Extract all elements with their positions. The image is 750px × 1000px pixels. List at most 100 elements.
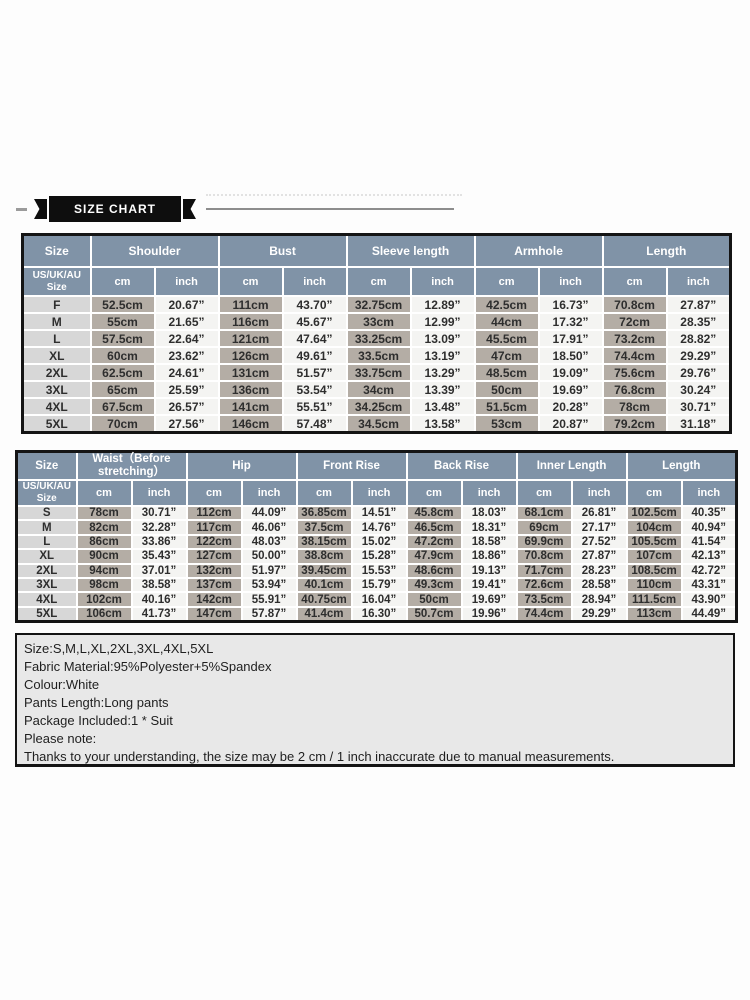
- inch-value-cell: 57.48”: [281, 414, 348, 434]
- cm-value-cell: 76.8cm: [601, 380, 668, 399]
- banner-rule-wrap: [206, 194, 462, 223]
- pants-table-header: Size Waist（Before stretching） Hip Front …: [15, 450, 738, 507]
- size-cell: 2XL: [15, 562, 78, 579]
- inch-value-cell: 53.54”: [281, 380, 348, 399]
- col-size: Size: [15, 450, 78, 481]
- banner-row: SIZE CHART: [16, 194, 462, 223]
- col-waist: Waist（Before stretching）: [75, 450, 188, 481]
- cm-value-cell: 127cm: [185, 548, 243, 565]
- tops-table-header: Size Shoulder Bust Sleeve length Armhole…: [21, 233, 732, 297]
- note-fabric-line: Fabric Material:95%Polyester+5%Spandex: [24, 659, 272, 674]
- table-row: L 86cm 33.86” 122cm 48.03” 38.15cm 15.02” 47.2c…: [15, 533, 738, 551]
- inch-value-cell: 24.61”: [153, 363, 220, 382]
- cm-value-cell: 73.2cm: [601, 329, 668, 348]
- cm-value-cell: 141cm: [217, 397, 284, 416]
- cm-value-cell: 33.5cm: [345, 346, 412, 365]
- cm-value-cell: 33.75cm: [345, 363, 412, 382]
- table-row: F 52.5cm 20.67” 111cm 43.70” 32.75cm 12.89” 42.…: [21, 295, 732, 314]
- inch-value-cell: 19.69”: [460, 591, 518, 608]
- cm-value-cell: 137cm: [185, 576, 243, 594]
- cm-value-cell: 48.5cm: [473, 363, 540, 382]
- inch-value-cell: 51.97”: [240, 562, 298, 579]
- inch-value-cell: 14.76”: [350, 519, 408, 536]
- note-disclaimer-line: Thanks to your understanding, the size m…: [24, 749, 615, 764]
- size-cell: 2XL: [21, 363, 92, 382]
- unit-cm-label: cm: [515, 479, 573, 507]
- inch-value-cell: 30.71”: [130, 504, 188, 522]
- inch-value-cell: 42.72”: [680, 562, 738, 579]
- inch-value-cell: 49.61”: [281, 346, 348, 365]
- size-cell: 5XL: [21, 414, 92, 434]
- cm-value-cell: 32.75cm: [345, 295, 412, 314]
- table-row: 5XL 70cm 27.56” 146cm 57.48” 34.5cm 13.58” 53cm…: [21, 414, 732, 434]
- cm-value-cell: 147cm: [185, 605, 243, 623]
- col-sleeve-length: Sleeve length: [345, 233, 476, 268]
- cm-value-cell: 122cm: [185, 533, 243, 551]
- cm-value-cell: 72.6cm: [515, 576, 573, 594]
- table-row: XL 90cm 35.43” 127cm 50.00” 38.8cm 15.28” 47.9c…: [15, 548, 738, 565]
- cm-value-cell: 111.5cm: [625, 591, 683, 608]
- inch-value-cell: 14.51”: [350, 504, 408, 522]
- size-cell: L: [15, 533, 78, 551]
- note-size-line: Size:S,M,L,XL,2XL,3XL,4XL,5XL: [24, 641, 214, 656]
- cm-value-cell: 104cm: [625, 519, 683, 536]
- cm-value-cell: 40.75cm: [295, 591, 353, 608]
- unit-inch-label: inch: [153, 266, 220, 297]
- inch-value-cell: 19.13”: [460, 562, 518, 579]
- cm-value-cell: 49.3cm: [405, 576, 463, 594]
- col-front-rise: Front Rise: [295, 450, 408, 481]
- inch-value-cell: 27.87”: [570, 548, 628, 565]
- cm-value-cell: 90cm: [75, 548, 133, 565]
- cm-value-cell: 47.9cm: [405, 548, 463, 565]
- inch-value-cell: 16.73”: [537, 295, 604, 314]
- cm-value-cell: 36.85cm: [295, 504, 353, 522]
- inch-value-cell: 28.23”: [570, 562, 628, 579]
- tops-table-body: F 52.5cm 20.67” 111cm 43.70” 32.75cm 12.89” 42.…: [21, 295, 732, 434]
- cm-value-cell: 82cm: [75, 519, 133, 536]
- inch-value-cell: 15.28”: [350, 548, 408, 565]
- table-row: 5XL 106cm 41.73” 147cm 57.87” 41.4cm 16.30” 50.…: [15, 605, 738, 623]
- table-row: M 55cm 21.65” 116cm 45.67” 33cm 12.99” 44cm 17.3…: [21, 312, 732, 331]
- cm-value-cell: 34.25cm: [345, 397, 412, 416]
- inch-value-cell: 44.49”: [680, 605, 738, 623]
- cm-value-cell: 50cm: [473, 380, 540, 399]
- unit-header-row: US/UK/AU Size cm inch cm inch cm inch cm…: [15, 479, 738, 507]
- inch-value-cell: 33.86”: [130, 533, 188, 551]
- cm-value-cell: 98cm: [75, 576, 133, 594]
- inch-value-cell: 43.31”: [680, 576, 738, 594]
- cm-value-cell: 86cm: [75, 533, 133, 551]
- note-please-note-line: Please note:: [24, 731, 97, 746]
- cm-value-cell: 68.1cm: [515, 504, 573, 522]
- inch-value-cell: 26.57”: [153, 397, 220, 416]
- unit-inch-label: inch: [409, 266, 476, 297]
- inch-value-cell: 41.54”: [680, 533, 738, 551]
- inch-value-cell: 38.58”: [130, 576, 188, 594]
- inch-value-cell: 51.57”: [281, 363, 348, 382]
- unit-inch-label: inch: [460, 479, 518, 507]
- cm-value-cell: 39.45cm: [295, 562, 353, 579]
- cm-value-cell: 79.2cm: [601, 414, 668, 434]
- col-armhole: Armhole: [473, 233, 604, 268]
- inch-value-cell: 28.82”: [665, 329, 732, 348]
- tops-size-table: Size Shoulder Bust Sleeve length Armhole…: [21, 233, 733, 434]
- inch-value-cell: 20.87”: [537, 414, 604, 434]
- inch-value-cell: 12.99”: [409, 312, 476, 331]
- col-size: Size: [21, 233, 92, 268]
- unit-cm-label: cm: [473, 266, 540, 297]
- col-length: Length: [601, 233, 732, 268]
- inch-value-cell: 40.16”: [130, 591, 188, 608]
- unit-cm-label: cm: [295, 479, 353, 507]
- cm-value-cell: 50cm: [405, 591, 463, 608]
- table-row: 2XL 94cm 37.01” 132cm 51.97” 39.45cm 15.53” 48.…: [15, 562, 738, 579]
- cm-value-cell: 38.8cm: [295, 548, 353, 565]
- cm-value-cell: 45.5cm: [473, 329, 540, 348]
- group-header-row: Size Shoulder Bust Sleeve length Armhole…: [21, 233, 732, 268]
- inch-value-cell: 23.62”: [153, 346, 220, 365]
- size-chart-title: SIZE CHART: [49, 196, 181, 222]
- cm-value-cell: 53cm: [473, 414, 540, 434]
- cm-value-cell: 74.4cm: [515, 605, 573, 623]
- cm-value-cell: 41.4cm: [295, 605, 353, 623]
- notes-box: Size:S,M,L,XL,2XL,3XL,4XL,5XL Fabric Mat…: [15, 633, 735, 767]
- inch-value-cell: 15.79”: [350, 576, 408, 594]
